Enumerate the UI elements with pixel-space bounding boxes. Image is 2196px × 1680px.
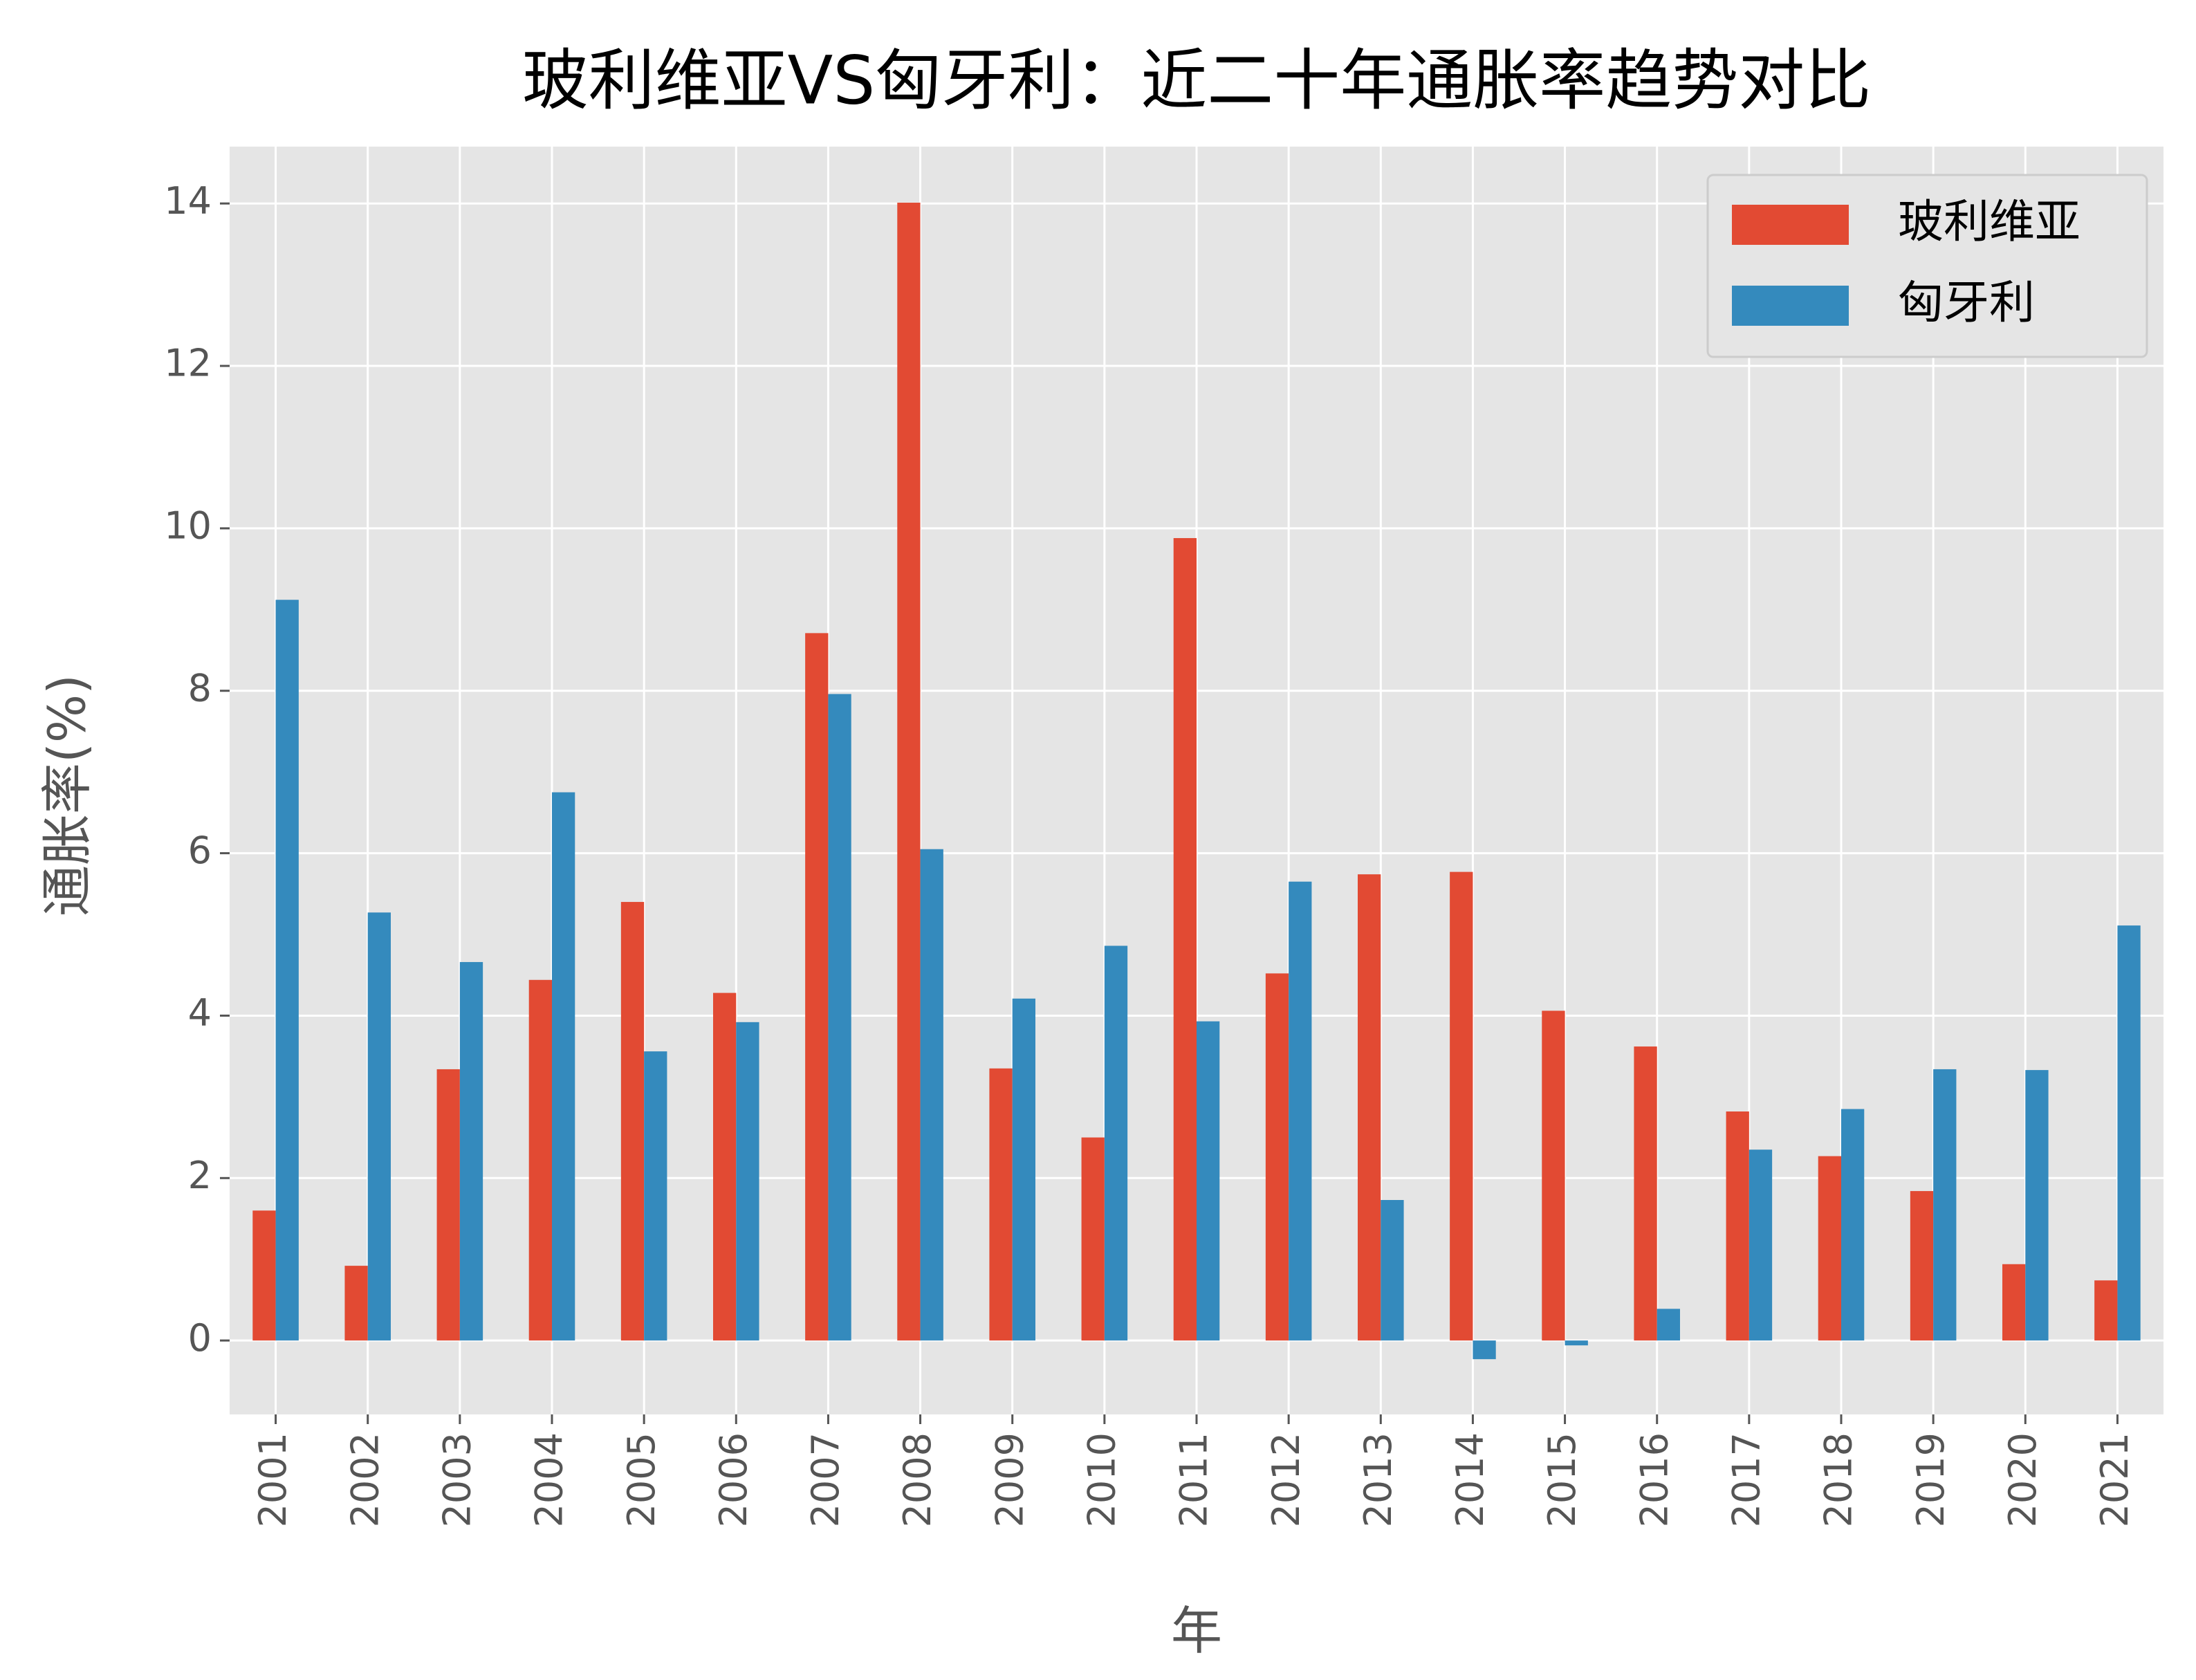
- y-axis-label: 通胀率(%): [38, 674, 98, 916]
- bar: [2117, 925, 2141, 1341]
- bar: [1381, 1199, 1404, 1341]
- x-tick-label: 2019: [1909, 1432, 1953, 1527]
- bar: [1012, 998, 1035, 1341]
- y-tick-label: 0: [188, 1316, 212, 1360]
- x-tick-label: 2012: [1264, 1432, 1308, 1527]
- bar: [1565, 1340, 1588, 1346]
- bar: [459, 961, 483, 1341]
- bar: [644, 1051, 667, 1341]
- bar: [805, 633, 829, 1341]
- bar: [1197, 1021, 1220, 1341]
- bar: [920, 849, 943, 1341]
- x-tick-label: 2009: [988, 1432, 1031, 1527]
- x-tick-label: 2020: [2001, 1432, 2045, 1527]
- bar: [897, 203, 921, 1341]
- bar: [1657, 1309, 1680, 1341]
- bar: [828, 694, 851, 1341]
- bar: [528, 979, 552, 1341]
- bar: [1081, 1137, 1105, 1341]
- bar: [1910, 1191, 1934, 1341]
- x-tick-label: 2017: [1724, 1432, 1768, 1527]
- x-tick-label: 2004: [528, 1432, 571, 1527]
- x-tick-label: 2006: [712, 1432, 755, 1527]
- x-tick-label: 2001: [251, 1432, 295, 1527]
- bar: [736, 1022, 759, 1341]
- bar: [2002, 1264, 2026, 1341]
- x-tick-label: 2007: [804, 1432, 847, 1527]
- bar: [2025, 1070, 2049, 1341]
- y-tick-label: 14: [164, 179, 212, 223]
- y-tick-label: 6: [188, 829, 212, 872]
- bar: [1104, 945, 1128, 1341]
- x-tick-label: 2014: [1448, 1432, 1492, 1527]
- x-tick-label: 2018: [1817, 1432, 1861, 1527]
- y-tick-label: 8: [188, 666, 212, 710]
- bar: [367, 912, 391, 1341]
- bar: [1450, 871, 1473, 1341]
- x-tick-label: 2003: [435, 1432, 479, 1527]
- legend-label: 匈牙利: [1898, 276, 2035, 329]
- bar: [1473, 1340, 1496, 1360]
- bars: [252, 203, 2141, 1360]
- x-tick-label: 2008: [896, 1432, 939, 1527]
- x-tick-label: 2002: [343, 1432, 387, 1527]
- bar: [1542, 1010, 1565, 1341]
- x-axis-label: 年: [1171, 1602, 1222, 1661]
- x-tick-label: 2010: [1080, 1432, 1123, 1527]
- bar: [436, 1069, 460, 1341]
- bar: [1841, 1109, 1865, 1341]
- bar: [713, 993, 737, 1341]
- legend-swatch: [1732, 205, 1849, 245]
- x-tick-label: 2015: [1540, 1432, 1584, 1527]
- bar: [1634, 1046, 1657, 1341]
- x-tick-label: 2021: [2093, 1432, 2137, 1527]
- chart-title: 玻利维亚VS匈牙利：近二十年通胀率趋势对比: [522, 41, 1872, 119]
- bar: [620, 902, 645, 1341]
- bar: [1726, 1111, 1749, 1341]
- x-tick-label: 2016: [1632, 1432, 1676, 1527]
- y-tick-label: 4: [188, 991, 212, 1035]
- bar: [275, 600, 299, 1341]
- x-tick-label: 2005: [620, 1432, 663, 1527]
- bar: [1358, 874, 1381, 1341]
- bar: [1289, 881, 1312, 1341]
- legend-label: 玻利维亚: [1898, 195, 2080, 248]
- bar: [2094, 1280, 2118, 1341]
- bar: [1749, 1150, 1773, 1341]
- bar: [552, 792, 575, 1341]
- y-tick-label: 2: [188, 1154, 212, 1197]
- legend-swatch: [1732, 286, 1849, 326]
- y-tick-label: 12: [164, 342, 212, 385]
- bar: [344, 1266, 368, 1341]
- x-tick-label: 2013: [1356, 1432, 1400, 1527]
- bar: [989, 1068, 1013, 1341]
- bar: [1173, 537, 1197, 1341]
- y-tick-label: 10: [164, 504, 212, 548]
- bar: [1265, 973, 1289, 1341]
- bar: [252, 1210, 276, 1341]
- x-tick-label: 2011: [1172, 1432, 1216, 1527]
- bar: [1818, 1156, 1841, 1341]
- bar: [1933, 1069, 1957, 1341]
